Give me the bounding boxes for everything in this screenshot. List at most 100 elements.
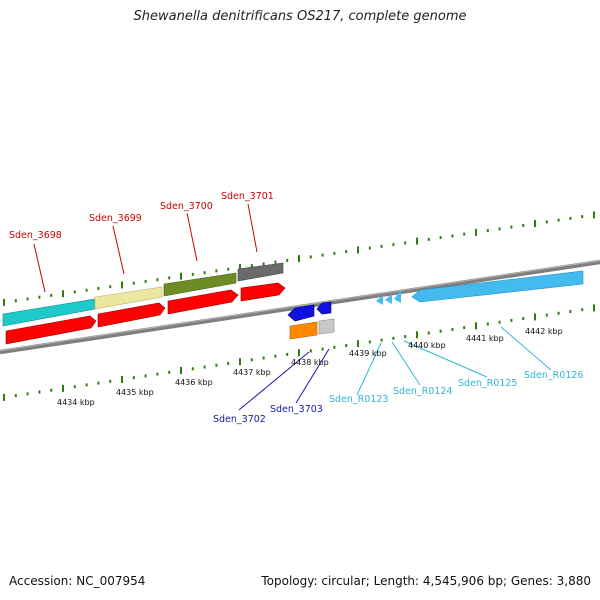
reverse-tick <box>274 354 277 358</box>
forward-tick <box>14 299 17 303</box>
forward-tick <box>475 228 477 236</box>
gene-sden-3702-product[interactable] <box>289 321 318 340</box>
gene-sden-3703-arrow[interactable] <box>316 301 332 315</box>
gene-label-sden-r0125[interactable]: Sden_R0125 <box>458 378 517 389</box>
forward-tick <box>298 255 300 263</box>
gene-label-sden-3702[interactable]: Sden_3702 <box>213 414 266 425</box>
forward-tick <box>557 218 560 222</box>
reverse-tick <box>132 376 135 380</box>
reverse-tick <box>121 376 123 383</box>
reverse-tick <box>357 340 359 348</box>
forward-tick <box>357 246 359 254</box>
gene-sden-3702-arrow[interactable] <box>287 304 315 322</box>
gene-sden-r0123-arrow[interactable] <box>376 295 383 305</box>
forward-tick <box>180 272 182 280</box>
forward-tick <box>309 255 312 259</box>
reverse-tick <box>522 317 525 321</box>
leader-sden-3698 <box>33 243 46 293</box>
forward-tick <box>368 246 371 250</box>
reverse-tick <box>569 310 572 313</box>
genome-title: Shewanella denitrificans OS217, complete… <box>133 9 467 24</box>
reverse-tick <box>26 392 29 396</box>
forward-tick <box>321 253 324 257</box>
forward-tick <box>109 285 112 289</box>
reverse-tick <box>321 347 324 351</box>
leader-sden-r0124 <box>391 341 421 386</box>
scale-label-4442: 4442 kbp <box>525 327 563 336</box>
leader-sden-3699 <box>112 225 125 275</box>
forward-tick <box>97 286 100 290</box>
gene-label-sden-3701[interactable]: Sden_3701 <box>221 191 274 202</box>
gene-label-sden-3699[interactable]: Sden_3699 <box>89 213 142 224</box>
forward-tick <box>451 234 454 238</box>
scale-label-4440: 4440 kbp <box>408 341 446 350</box>
reverse-tick <box>144 374 147 378</box>
gene-sden-3700-product[interactable] <box>163 272 237 297</box>
gene-sden-r0126-arrow[interactable] <box>411 270 584 303</box>
reverse-tick <box>286 352 289 356</box>
scale-label-4441: 4441 kbp <box>466 334 504 343</box>
reverse-tick <box>3 393 5 401</box>
reverse-tick <box>73 385 76 389</box>
forward-tick <box>26 297 29 301</box>
gene-sden-3700-arrow[interactable] <box>167 289 239 315</box>
reverse-tick <box>215 363 218 367</box>
gene-label-sden-r0123[interactable]: Sden_R0123 <box>329 394 388 405</box>
forward-tick <box>239 263 241 271</box>
forward-tick <box>262 262 265 266</box>
reverse-tick-row <box>3 304 595 401</box>
forward-tick <box>3 298 5 306</box>
scale-label-4435: 4435 kbp <box>116 388 154 397</box>
forward-tick <box>168 276 171 280</box>
leader-sden-3702 <box>238 351 310 411</box>
forward-tick <box>250 264 253 268</box>
forward-tick <box>227 267 230 271</box>
gene-label-sden-r0124[interactable]: Sden_R0124 <box>393 386 452 397</box>
gene-sden-3701-product[interactable] <box>237 262 284 282</box>
forward-tick <box>62 290 64 298</box>
gene-label-sden-3700[interactable]: Sden_3700 <box>160 201 213 212</box>
forward-tick <box>73 290 76 294</box>
reverse-tick <box>85 383 88 387</box>
reverse-tick <box>368 340 371 344</box>
forward-tick <box>380 244 383 248</box>
reverse-tick <box>345 344 348 347</box>
forward-tick <box>144 279 147 283</box>
reverse-tick <box>404 335 407 338</box>
forward-tick <box>581 215 584 219</box>
gene-label-sden-3703[interactable]: Sden_3703 <box>270 404 323 415</box>
forward-tick <box>132 281 135 285</box>
forward-tick <box>569 216 572 220</box>
forward-tick <box>545 220 548 224</box>
forward-tick <box>191 272 194 276</box>
forward-tick <box>203 271 206 275</box>
reverse-tick <box>451 327 454 331</box>
gene-sden-r0124-arrow[interactable] <box>385 294 392 304</box>
genome-backbone-highlight <box>0 260 600 352</box>
gene-sden-3699-arrow[interactable] <box>97 302 166 328</box>
gene-sden-3701-arrow[interactable] <box>240 282 286 302</box>
reverse-tick <box>380 338 383 342</box>
forward-tick <box>392 243 395 247</box>
gene-label-sden-3698[interactable]: Sden_3698 <box>9 230 62 241</box>
genome-summary-text: Topology: circular; Length: 4,545,906 bp… <box>261 574 591 588</box>
forward-tick <box>404 241 407 245</box>
gene-sden-r0125-arrow[interactable] <box>394 290 401 303</box>
reverse-tick <box>191 367 194 371</box>
gene-sden-3699-product[interactable] <box>94 286 163 310</box>
forward-tick <box>345 250 348 254</box>
gene-sden-3703-product[interactable] <box>318 318 335 335</box>
forward-tick <box>510 225 513 229</box>
reverse-tick <box>581 308 584 312</box>
reverse-tick <box>439 329 442 333</box>
forward-tick <box>522 223 525 227</box>
gene-sden-3698-arrow[interactable] <box>5 315 97 345</box>
forward-tick-row <box>3 211 595 306</box>
reverse-tick <box>109 379 112 383</box>
forward-tick <box>215 269 218 273</box>
reverse-tick <box>333 345 336 349</box>
scale-label-4436: 4436 kbp <box>175 378 213 387</box>
gene-label-sden-r0126[interactable]: Sden_R0126 <box>524 370 583 381</box>
forward-tick <box>427 237 430 241</box>
